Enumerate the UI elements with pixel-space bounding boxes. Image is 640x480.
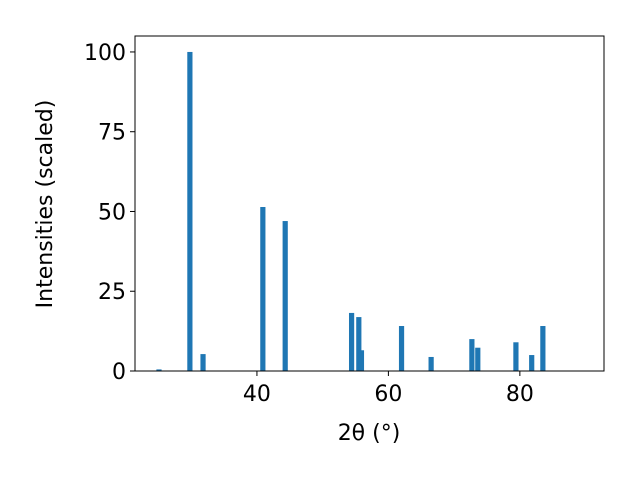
bar xyxy=(156,369,162,371)
bar xyxy=(187,51,193,371)
x-tick-label: 60 xyxy=(374,382,402,407)
plot-frame xyxy=(134,35,605,372)
bar xyxy=(200,354,206,371)
y-tick-label: 75 xyxy=(98,121,126,146)
bar xyxy=(513,342,519,371)
y-tick-label: 100 xyxy=(84,41,126,66)
bar xyxy=(529,355,535,371)
bar xyxy=(398,326,405,371)
bar xyxy=(356,317,362,371)
y-tick-label: 25 xyxy=(98,280,126,305)
bar xyxy=(428,356,434,371)
y-tick-label: 50 xyxy=(98,200,126,225)
x-axis-label: 2θ (°) xyxy=(338,421,401,446)
x-tick-label: 80 xyxy=(506,382,534,407)
bar xyxy=(469,339,475,371)
bar xyxy=(540,326,546,371)
y-tick-label: 0 xyxy=(112,360,126,385)
x-tick-label: 40 xyxy=(243,382,271,407)
bar xyxy=(358,350,365,371)
bar xyxy=(282,221,288,371)
bar xyxy=(348,312,355,371)
bar xyxy=(260,207,266,371)
bar xyxy=(475,347,481,371)
y-axis-label: Intensities (scaled) xyxy=(33,100,58,309)
